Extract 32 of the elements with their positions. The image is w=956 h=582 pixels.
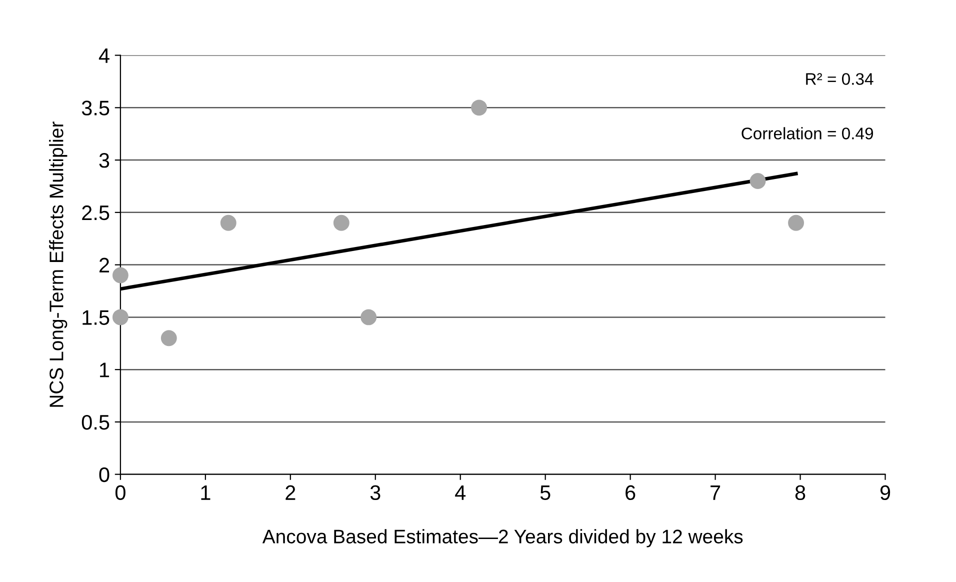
- point: [220, 214, 236, 231]
- point: [333, 214, 350, 231]
- y-axis-title: NCS Long-Term Effects Multiplier: [49, 122, 68, 407]
- point: [360, 309, 377, 326]
- point: [112, 309, 128, 326]
- point: [471, 100, 488, 116]
- point: [160, 330, 177, 346]
- x-tick-label: 9: [880, 485, 890, 500]
- annotation: Correlation = 0.49: [742, 127, 873, 140]
- x-tick-label: 8: [795, 485, 806, 500]
- x-tick-label: 2: [286, 485, 296, 500]
- x-tick-label: 7: [710, 486, 720, 500]
- x-tick-label: 0: [115, 485, 126, 500]
- x-tick-label: 6: [626, 485, 636, 500]
- y-tick-label: 0: [99, 467, 110, 482]
- point: [788, 214, 804, 231]
- y-tick-label: 4: [98, 48, 110, 63]
- y-tick-label: 3: [99, 153, 110, 168]
- x-tick-label: 4: [455, 486, 466, 500]
- annotation: R² = 0.34: [806, 73, 874, 85]
- y-tick-label: 0.5: [82, 414, 110, 430]
- point: [750, 173, 766, 189]
- x-tick-label: 5: [540, 486, 550, 500]
- y-tick-label: 1.5: [82, 310, 110, 325]
- y-tick-label: 3.5: [82, 100, 110, 116]
- x-tick-label: 1: [201, 486, 210, 500]
- y-tick-label: 2: [100, 258, 109, 272]
- y-tick-label: 1: [100, 362, 110, 378]
- point: [112, 267, 128, 284]
- x-axis-title: Ancova Based Estimates—2 Years divided by 12 weeks: [262, 529, 743, 548]
- x-tick-label: 3: [370, 485, 380, 500]
- y-tick-label: 2.5: [82, 205, 110, 220]
